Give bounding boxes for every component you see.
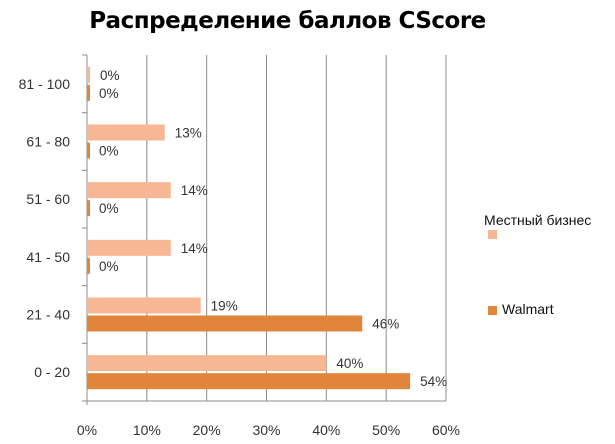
data-label: 14% <box>181 241 208 256</box>
category-label: 61 - 80 <box>26 134 70 150</box>
x-tick-label: 40% <box>312 422 340 438</box>
bar-walmart <box>87 257 90 274</box>
x-tick-label: 0% <box>77 422 97 438</box>
legend-swatch <box>488 230 497 239</box>
gridlines <box>146 55 447 401</box>
x-tick-label: 60% <box>432 422 460 438</box>
bar-walmart <box>87 84 90 101</box>
data-label: 0% <box>99 86 119 101</box>
bar-walmart <box>87 315 363 332</box>
data-label: 14% <box>181 183 208 198</box>
legend-label: Местный бизнес <box>484 212 592 228</box>
category-label: 0 - 20 <box>34 364 70 380</box>
labels: 0% 10% 20% 30% 40% 50% 60% 81 - 100 0% 0% 61 - 80 1… <box>19 68 460 438</box>
bar-local-business <box>87 297 201 314</box>
data-label: 0% <box>100 68 120 83</box>
bar-local-business <box>87 66 90 83</box>
data-label: 13% <box>175 126 202 141</box>
axes <box>82 54 446 405</box>
bar-local-business <box>87 239 171 256</box>
bar-walmart <box>87 142 90 159</box>
bar-local-business <box>87 124 165 141</box>
category-label: 21 - 40 <box>26 307 70 323</box>
bar-walmart <box>87 373 411 390</box>
category-label: 81 - 100 <box>19 76 71 92</box>
legend-item-walmart: Walmart <box>482 254 615 317</box>
x-tick-label: 20% <box>193 422 221 438</box>
data-label: 19% <box>211 299 238 314</box>
bar-local-business <box>87 355 327 372</box>
data-label: 54% <box>420 374 447 389</box>
data-label: 46% <box>372 317 399 332</box>
legend-swatch <box>488 306 497 315</box>
data-label: 0% <box>99 144 119 159</box>
bar-walmart <box>87 200 90 217</box>
x-tick-label: 10% <box>133 422 161 438</box>
category-label: 51 - 60 <box>26 191 70 207</box>
x-tick-label: 30% <box>252 422 280 438</box>
data-label: 40% <box>336 356 363 371</box>
legend-item-local-business: Местный бизнес <box>482 208 615 254</box>
chart-title: Распределение баллов CScore <box>89 8 486 34</box>
data-label: 0% <box>99 259 119 274</box>
category-label: 41 - 50 <box>26 249 70 265</box>
x-tick-label: 50% <box>372 422 400 438</box>
data-label: 0% <box>99 201 119 216</box>
legend-label: Walmart <box>502 301 554 317</box>
legend: Местный бизнес Walmart <box>482 208 615 317</box>
bar-local-business <box>87 182 171 199</box>
bars <box>87 66 411 390</box>
